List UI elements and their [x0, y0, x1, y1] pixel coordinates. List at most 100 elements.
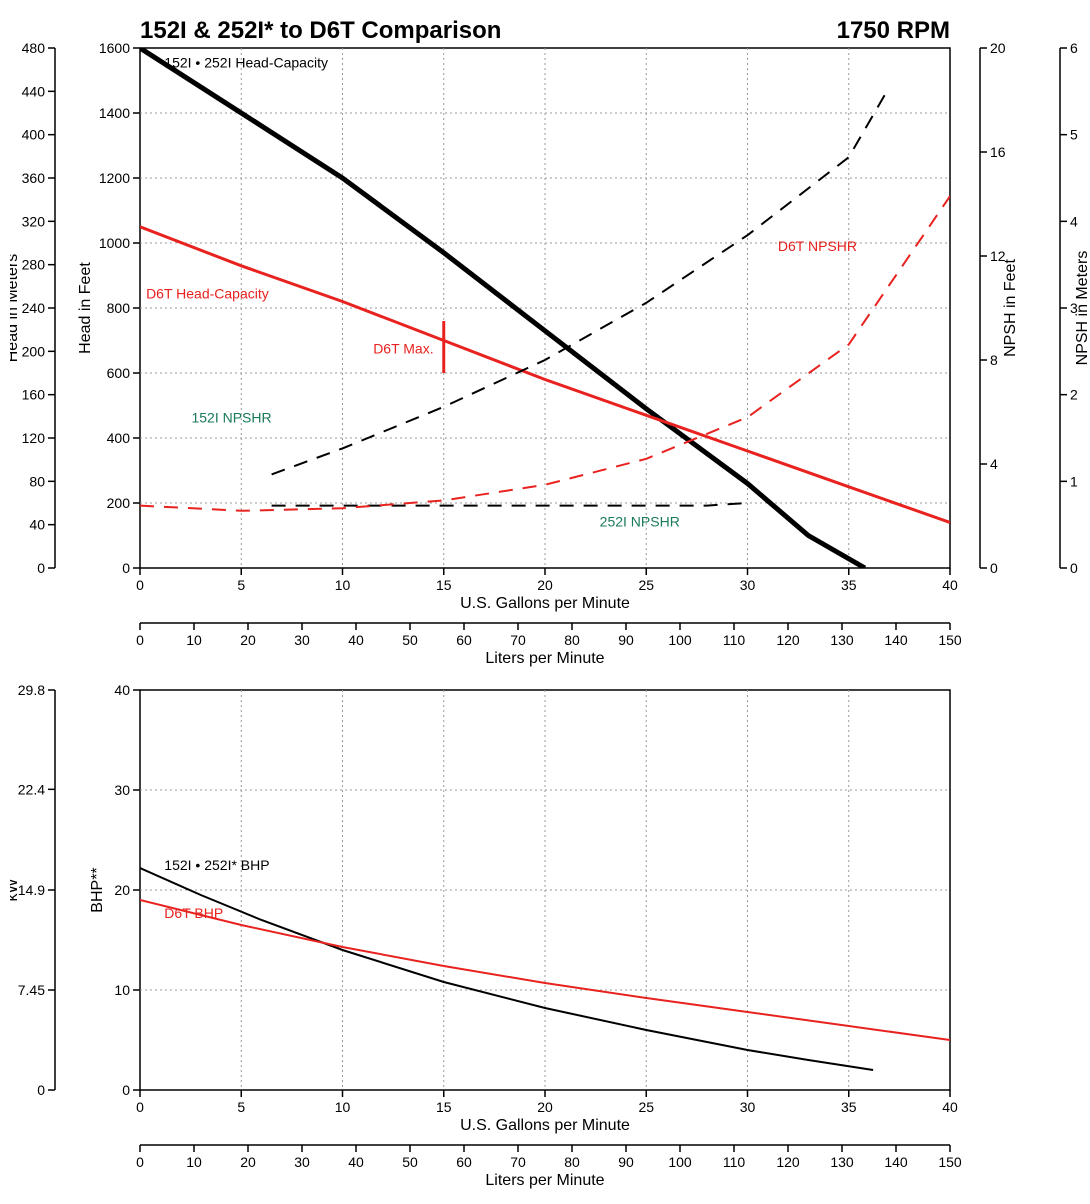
liters-tick-label: 60 — [456, 1154, 472, 1170]
y-axis-label-npsh-m: NPSH in Meters — [1074, 251, 1090, 366]
x-tick-label: 15 — [436, 1099, 452, 1115]
feet-tick-label: 1400 — [99, 105, 130, 121]
x-tick-label: 35 — [841, 577, 857, 593]
bhp-tick-label: 0 — [122, 1082, 130, 1098]
liters-tick-label: 40 — [348, 1154, 364, 1170]
meters-tick-label: 360 — [22, 170, 46, 186]
npsh-m-tick-label: 1 — [1070, 473, 1078, 489]
x-tick-label: 30 — [740, 577, 756, 593]
liters-tick-label: 30 — [294, 632, 310, 648]
npsh-ft-tick-label: 16 — [990, 144, 1006, 160]
label-d6t-max: D6T Max. — [373, 341, 433, 357]
liters-tick-label: 50 — [402, 632, 418, 648]
liters-tick-label: 120 — [776, 1154, 800, 1170]
liters-tick-label: 150 — [938, 632, 962, 648]
bhp-tick-label: 10 — [114, 982, 130, 998]
feet-tick-label: 600 — [107, 365, 131, 381]
label-npshr-d6t: D6T NPSHR — [778, 238, 857, 254]
meters-tick-label: 120 — [22, 430, 46, 446]
liters-tick-label: 0 — [136, 1154, 144, 1170]
liters-tick-label: 110 — [723, 1154, 746, 1170]
x-tick-label: 0 — [136, 1099, 144, 1115]
x-tick-label: 10 — [335, 577, 351, 593]
liters-tick-label: 90 — [618, 632, 634, 648]
liters-tick-label: 140 — [884, 1154, 908, 1170]
liters-tick-label: 110 — [723, 632, 746, 648]
meters-tick-label: 480 — [22, 40, 46, 56]
label-npshr-152: 152I NPSHR — [191, 409, 271, 425]
x-tick-label: 5 — [237, 1099, 245, 1115]
chart-title-left: 152I & 252I* to D6T Comparison — [140, 17, 501, 44]
npsh-ft-tick-label: 20 — [990, 40, 1006, 56]
x-tick-label: 10 — [335, 1099, 351, 1115]
x-tick-label: 25 — [638, 577, 654, 593]
npsh-m-tick-label: 5 — [1070, 127, 1078, 143]
chart-title-right: 1750 RPM — [837, 17, 950, 44]
feet-tick-label: 0 — [122, 560, 130, 576]
x-tick-label: 25 — [638, 1099, 654, 1115]
liters-tick-label: 70 — [510, 632, 526, 648]
x-tick-label: 5 — [237, 577, 245, 593]
liters-tick-label: 0 — [136, 632, 144, 648]
meters-tick-label: 440 — [22, 83, 46, 99]
feet-tick-label: 1200 — [99, 170, 130, 186]
liters-tick-label: 70 — [510, 1154, 526, 1170]
liters-tick-label: 10 — [186, 1154, 202, 1170]
bhp-tick-label: 40 — [114, 682, 130, 698]
npsh-m-tick-label: 4 — [1070, 213, 1078, 229]
liters-tick-label: 140 — [884, 632, 908, 648]
liters-tick-label: 40 — [348, 632, 364, 648]
y-axis-label-kw: kW — [10, 878, 21, 902]
liters-tick-label: 120 — [776, 632, 800, 648]
liters-tick-label: 100 — [668, 632, 692, 648]
liters-tick-label: 150 — [938, 1154, 962, 1170]
npsh-ft-tick-label: 4 — [990, 456, 998, 472]
x-tick-label: 20 — [537, 1099, 553, 1115]
meters-tick-label: 0 — [37, 560, 45, 576]
meters-tick-label: 160 — [22, 387, 46, 403]
liters-tick-label: 130 — [830, 632, 854, 648]
kw-tick-label: 7.45 — [18, 982, 45, 998]
y-axis-label-meters: Head in Meters — [10, 254, 21, 363]
label-head-d6t: D6T Head-Capacity — [146, 285, 269, 301]
meters-tick-label: 200 — [22, 343, 46, 359]
liters-tick-label: 100 — [668, 1154, 692, 1170]
x-tick-label: 15 — [436, 577, 452, 593]
feet-tick-label: 800 — [107, 300, 131, 316]
kw-tick-label: 0 — [37, 1082, 45, 1098]
kw-tick-label: 22.4 — [18, 781, 45, 797]
liters-tick-label: 80 — [564, 632, 580, 648]
x-axis-label-lpm: Liters per Minute — [485, 1172, 604, 1189]
label-bhp-152: 152I • 252I* BHP — [164, 857, 269, 873]
liters-tick-label: 20 — [240, 632, 256, 648]
feet-tick-label: 1600 — [99, 40, 130, 56]
label-npshr-252: 252I NPSHR — [600, 513, 680, 529]
x-axis-label-gpm: U.S. Gallons per Minute — [460, 1117, 630, 1134]
liters-tick-label: 30 — [294, 1154, 310, 1170]
meters-tick-label: 40 — [29, 517, 45, 533]
liters-tick-label: 80 — [564, 1154, 580, 1170]
kw-tick-label: 14.9 — [18, 882, 45, 898]
label-bhp-d6t: D6T BHP — [164, 905, 223, 921]
x-axis-label-gpm: U.S. Gallons per Minute — [460, 595, 630, 612]
top-chart: 0510152025303540U.S. Gallons per Minute0… — [10, 40, 1090, 667]
kw-tick-label: 29.8 — [18, 682, 45, 698]
x-tick-label: 40 — [942, 1099, 958, 1115]
liters-tick-label: 130 — [830, 1154, 854, 1170]
y-axis-label-bhp: BHP** — [89, 867, 106, 912]
meters-tick-label: 280 — [22, 257, 46, 273]
npsh-ft-tick-label: 0 — [990, 560, 998, 576]
meters-tick-label: 240 — [22, 300, 46, 316]
feet-tick-label: 1000 — [99, 235, 130, 251]
liters-tick-label: 20 — [240, 1154, 256, 1170]
meters-tick-label: 80 — [29, 473, 45, 489]
series-bhp_152 — [140, 868, 873, 1070]
x-tick-label: 40 — [942, 577, 958, 593]
liters-tick-label: 60 — [456, 632, 472, 648]
liters-tick-label: 50 — [402, 1154, 418, 1170]
feet-tick-label: 400 — [107, 430, 131, 446]
feet-tick-label: 200 — [107, 495, 131, 511]
npsh-m-tick-label: 6 — [1070, 40, 1078, 56]
x-tick-label: 0 — [136, 577, 144, 593]
npsh-m-tick-label: 0 — [1070, 560, 1078, 576]
